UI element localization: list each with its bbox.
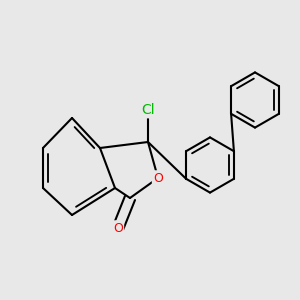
- Text: O: O: [153, 172, 163, 184]
- Text: Cl: Cl: [141, 103, 155, 117]
- Text: O: O: [113, 221, 123, 235]
